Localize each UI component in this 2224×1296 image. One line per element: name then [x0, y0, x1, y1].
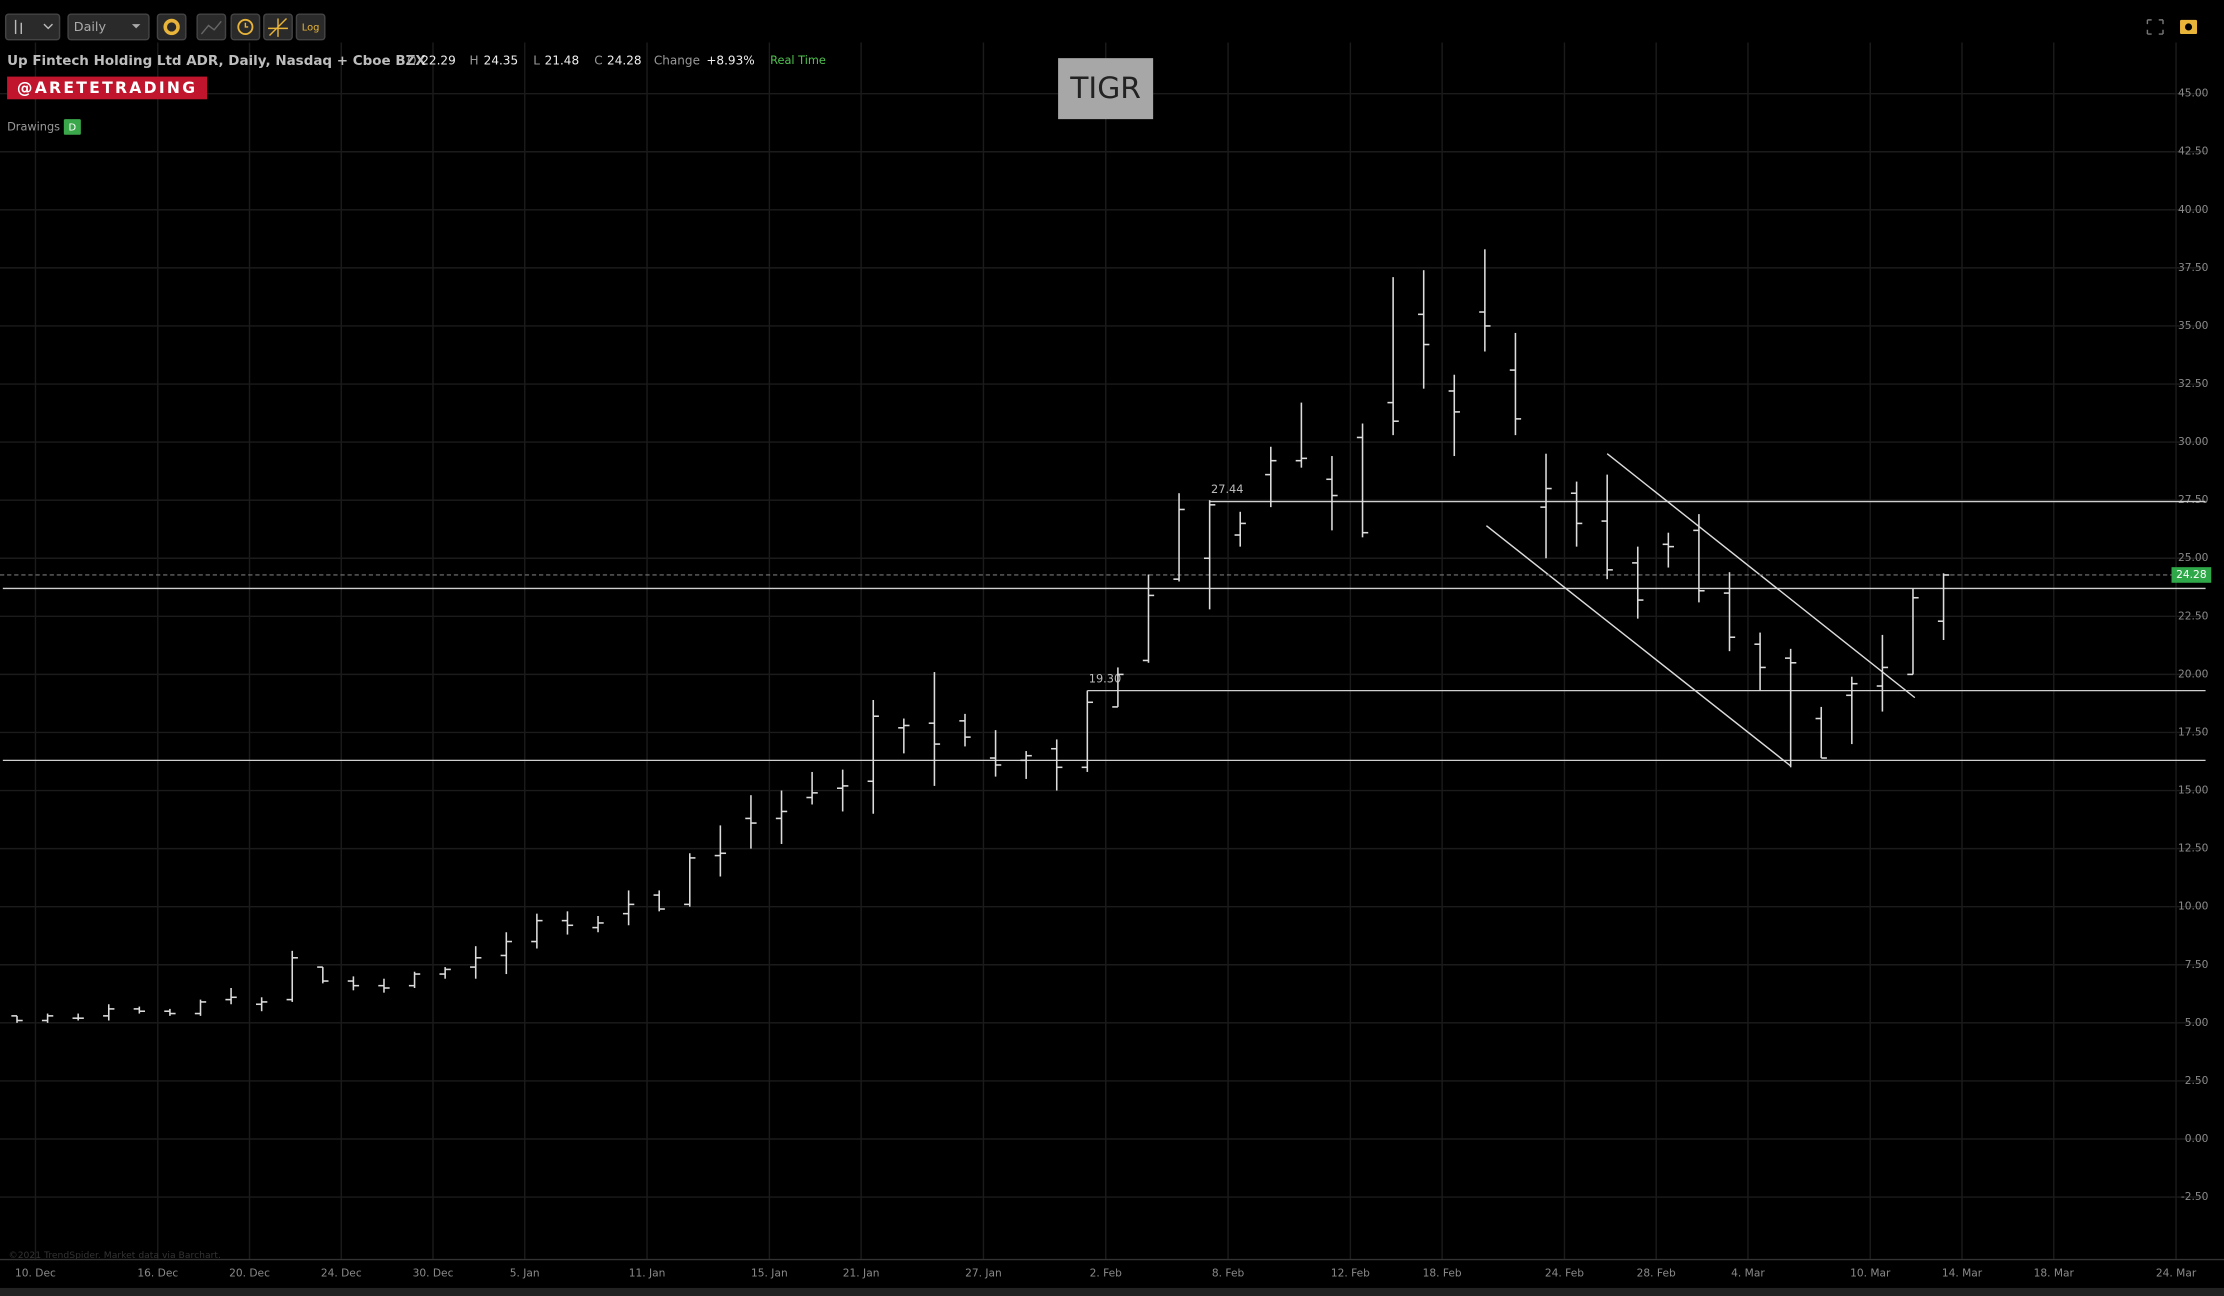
y-tick-label: 17.50 — [2178, 725, 2209, 738]
ohlc-label: H — [469, 53, 478, 67]
y-tick-label: 2.50 — [2185, 1074, 2209, 1087]
y-tick-label: 25.00 — [2178, 551, 2209, 564]
settings-button[interactable] — [156, 13, 187, 41]
x-tick-label: 30. Dec — [413, 1267, 454, 1280]
ohlc-value: 24.28 — [607, 53, 641, 67]
chart-type-button[interactable] — [4, 13, 61, 41]
watermark-text: @ARETETRADING — [17, 79, 197, 97]
icon — [163, 18, 180, 36]
interval-label: Daily — [74, 20, 107, 35]
y-tick-label: 27.50 — [2178, 493, 2209, 506]
y-tick-label: 40.00 — [2178, 203, 2209, 216]
x-tick-label: 2. Feb — [1090, 1267, 1123, 1280]
icon — [131, 24, 141, 29]
drawings-label: Drawings — [7, 120, 60, 134]
x-tick-label: 10. Dec — [15, 1267, 56, 1280]
log-button[interactable] — [295, 13, 326, 41]
x-tick-label: 24. Feb — [1545, 1267, 1584, 1280]
x-tick-label: 20. Dec — [229, 1267, 270, 1280]
y-tick-label: 32.50 — [2178, 377, 2209, 390]
y-tick-label: 35.00 — [2178, 319, 2209, 332]
x-tick-label: 18. Feb — [1423, 1267, 1462, 1280]
x-tick-label: 21. Jan — [843, 1267, 880, 1280]
ohlc-value: +8.93% — [706, 53, 754, 67]
toolbar: Daily Log — [4, 13, 2198, 41]
bottom-bar — [0, 1287, 2224, 1296]
drawings-layer: 27.44 19.30 — [0, 453, 2206, 767]
status: Real Time — [770, 53, 826, 67]
x-tick-label: 16. Dec — [137, 1267, 178, 1280]
ohlc-label: L — [533, 53, 540, 67]
y-tick-label: 0.00 — [2185, 1132, 2209, 1145]
y-tick-label: 20.00 — [2178, 667, 2209, 680]
interval-dropdown[interactable] — [67, 13, 150, 41]
watermark-badge — [7, 76, 208, 100]
y-tick-label: 5.00 — [2185, 1016, 2209, 1029]
instrument-title: Up Fintech Holding Ltd ADR, Daily, Nasda… — [7, 53, 426, 69]
x-tick-label: 27. Jan — [965, 1267, 1002, 1280]
copyright: ©2021 TrendSpider. Market data via Barch… — [9, 1250, 221, 1261]
y-tick-label: 10.00 — [2178, 900, 2209, 913]
x-tick-label: 15. Jan — [751, 1267, 788, 1280]
y-tick-label: 12.50 — [2178, 842, 2209, 855]
x-tick-label: 4. Mar — [1731, 1267, 1765, 1280]
last-price-label: 24.28 — [2176, 568, 2207, 581]
ohlc-value: 24.35 — [484, 53, 518, 67]
last-price-box — [2171, 567, 2212, 583]
trendline — [1485, 525, 1792, 767]
ohlc-value: 22.29 — [421, 53, 455, 67]
x-tick-label: 28. Feb — [1637, 1267, 1676, 1280]
y-tick-label: 30.00 — [2178, 435, 2209, 448]
icon — [237, 18, 254, 35]
log-label: Log — [302, 23, 320, 34]
horizontal-line-label: 27.44 — [1211, 482, 1243, 496]
symbol-box — [1058, 58, 1154, 120]
icon — [14, 19, 53, 35]
trendline — [1606, 453, 1916, 699]
bars — [11, 249, 1950, 1023]
fullscreen-button[interactable] — [2146, 19, 2164, 35]
icon — [200, 20, 222, 35]
x-tick-label: 12. Feb — [1331, 1267, 1370, 1280]
drawings-toggle[interactable] — [63, 119, 81, 135]
y-tick-label: 42.50 — [2178, 145, 2209, 158]
header: Up Fintech Holding Ltd ADR, Daily, Nasda… — [7, 53, 826, 69]
x-tick-label: 24. Mar — [2156, 1267, 2197, 1280]
horizontal-line-label: 19.30 — [1089, 671, 1121, 685]
drawings-toggle-label: D — [69, 123, 77, 134]
y-tick-label: -2.50 — [2181, 1190, 2209, 1203]
x-tick-label: 11. Jan — [629, 1267, 666, 1280]
icon — [2184, 23, 2193, 31]
y-tick-label: 7.50 — [2185, 958, 2209, 971]
x-tick-label: 5. Jan — [510, 1267, 540, 1280]
x-tick-label: 18. Mar — [2034, 1267, 2075, 1280]
y-tick-label: 45.00 — [2178, 87, 2209, 100]
y-tick-label: 15.00 — [2178, 784, 2209, 797]
ohlc-label: C — [594, 53, 602, 67]
grid: -2.50 0.00 2.50 5.00 7.50 10.00 12.50 15.00 17.5… — [0, 42, 2209, 1280]
ohlc-label: Change — [654, 53, 700, 67]
icon — [244, 22, 249, 28]
ohlc-value: 21.48 — [545, 53, 579, 67]
icon — [268, 17, 288, 37]
x-tick-label: 10. Mar — [1850, 1267, 1891, 1280]
symbol: TIGR — [1069, 71, 1141, 106]
y-tick-label: 37.50 — [2178, 261, 2209, 274]
y-tick-label: 22.50 — [2178, 609, 2209, 622]
x-tick-label: 14. Mar — [1942, 1267, 1983, 1280]
x-tick-label: 8. Feb — [1212, 1267, 1245, 1280]
ohlc-label: O — [407, 53, 416, 67]
x-tick-label: 24. Dec — [321, 1267, 362, 1280]
